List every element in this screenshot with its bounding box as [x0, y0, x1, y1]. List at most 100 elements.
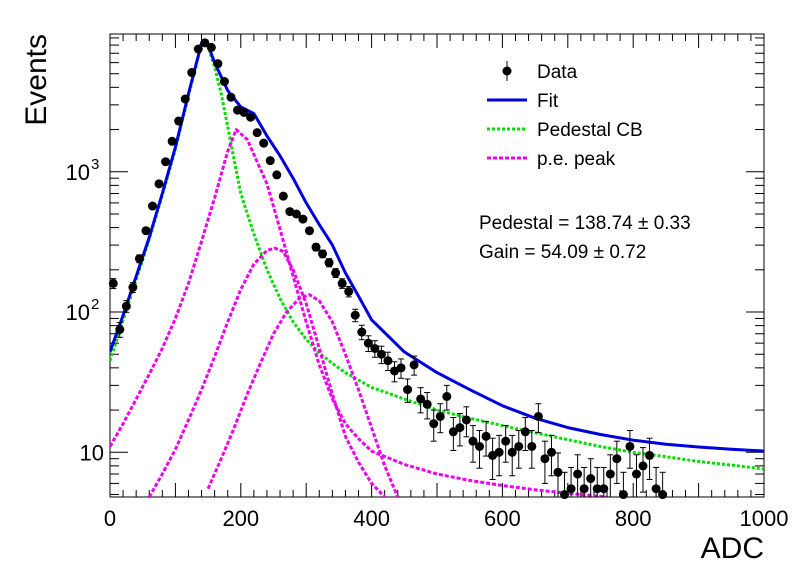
data-point — [298, 214, 308, 224]
data-marker — [265, 156, 275, 166]
data-marker — [134, 254, 144, 264]
data-point — [658, 471, 668, 500]
data-marker — [331, 268, 341, 278]
data-marker — [520, 427, 530, 437]
data-point — [409, 355, 419, 376]
data-marker — [494, 447, 504, 457]
data-marker — [272, 170, 282, 180]
data-point — [180, 94, 190, 104]
data-point — [455, 413, 465, 447]
data-marker — [161, 157, 171, 167]
data-point — [566, 466, 576, 498]
data-marker — [592, 484, 602, 494]
data-marker — [461, 415, 471, 425]
legend-entry: Pedestal CB — [487, 120, 643, 141]
x-tick-label: 800 — [615, 506, 652, 531]
y-tick-base: 10 — [66, 300, 90, 325]
data-marker — [278, 191, 288, 201]
data-point — [324, 258, 334, 268]
data-marker — [631, 469, 641, 479]
data-point — [278, 191, 288, 201]
data-marker — [141, 226, 151, 236]
y-axis-title: Events — [20, 34, 53, 126]
data-marker — [154, 179, 164, 189]
data-point — [272, 170, 282, 180]
curve-p-e-peak — [206, 293, 400, 497]
data-point — [148, 201, 158, 211]
data-point — [533, 403, 543, 434]
data-point — [435, 403, 445, 434]
data-marker — [612, 454, 622, 464]
data-point — [389, 361, 399, 383]
data-marker — [481, 431, 491, 441]
data-point — [461, 406, 471, 438]
data-point — [625, 430, 635, 469]
legend-label: Fit — [537, 91, 559, 112]
data-point — [350, 308, 360, 323]
data-point — [141, 226, 151, 236]
curve-p-e-peak — [110, 128, 608, 497]
x-tick-label: 200 — [222, 506, 259, 531]
legend-entry: Data — [502, 61, 578, 83]
data-point — [383, 351, 393, 371]
data-marker — [651, 484, 661, 494]
data-marker — [566, 484, 576, 494]
plot-frame — [109, 33, 765, 498]
data-point — [638, 447, 648, 493]
data-point — [579, 466, 589, 498]
y-tick-label: 10 — [66, 160, 90, 185]
data-marker — [128, 282, 138, 292]
data-marker — [350, 310, 360, 320]
x-tick-label: 600 — [484, 506, 521, 531]
data-point — [187, 68, 197, 78]
data-marker — [298, 214, 308, 224]
data-marker — [337, 278, 347, 288]
legend-label: p.e. peak — [537, 149, 616, 170]
data-point — [200, 38, 210, 48]
data-marker — [527, 441, 537, 451]
data-point — [494, 434, 504, 477]
data-marker — [422, 399, 432, 409]
data-marker — [200, 38, 210, 48]
data-point — [213, 59, 223, 69]
data-marker — [435, 411, 445, 421]
data-point — [527, 430, 537, 469]
data-point — [219, 77, 229, 87]
data-marker — [579, 484, 589, 494]
data-point — [370, 340, 380, 358]
data-marker — [638, 461, 648, 471]
curve-fit — [110, 41, 764, 453]
legend-label: Data — [537, 62, 578, 83]
data-point — [108, 278, 118, 290]
data-point — [514, 430, 524, 469]
data-marker — [409, 360, 419, 370]
data-marker — [605, 469, 615, 479]
data-point — [442, 384, 452, 411]
data-point — [422, 391, 432, 420]
data-point — [337, 278, 347, 289]
data-marker — [246, 112, 256, 122]
annotation-text: Pedestal = 138.74 ± 0.33 — [479, 213, 691, 234]
x-tick-label: 400 — [353, 506, 390, 531]
data-point — [357, 324, 367, 341]
data-marker — [645, 450, 655, 460]
data-point — [631, 454, 641, 498]
data-point — [206, 42, 216, 52]
legend-entry: Fit — [487, 91, 559, 112]
data-point — [239, 107, 249, 117]
data-point — [167, 136, 177, 146]
data-marker — [396, 363, 406, 373]
data-marker — [540, 454, 550, 464]
data-point — [121, 300, 131, 313]
curve-pedestal-cb — [110, 42, 764, 471]
data-point — [161, 157, 171, 167]
data-marker — [455, 423, 465, 433]
data-point — [154, 179, 164, 189]
data-marker — [344, 287, 354, 297]
data-point — [331, 268, 341, 279]
data-marker — [318, 249, 328, 259]
data-point — [318, 249, 328, 259]
data-marker — [324, 258, 334, 268]
data-point — [612, 440, 622, 484]
legend-entry: p.e. peak — [487, 149, 616, 170]
